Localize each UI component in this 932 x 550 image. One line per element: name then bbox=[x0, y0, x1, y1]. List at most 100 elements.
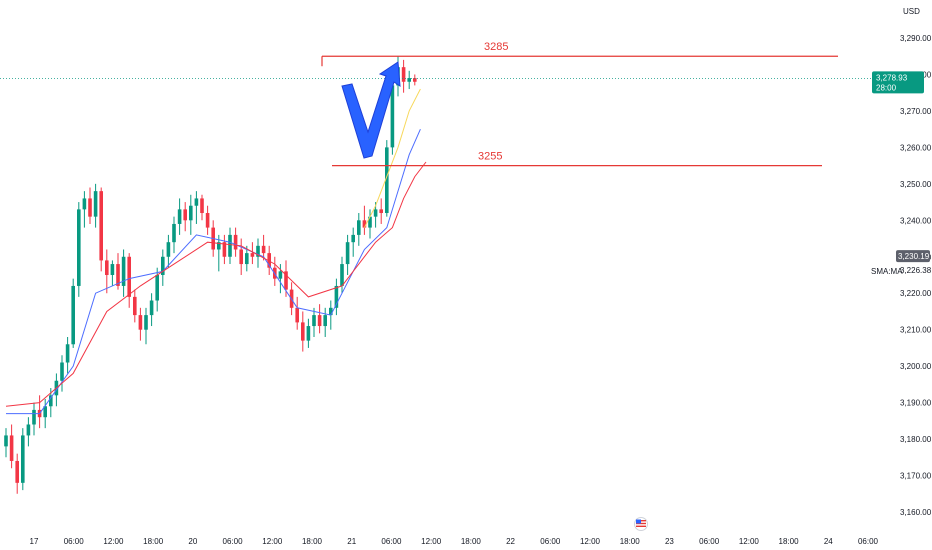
x-tick-label: 12:00 bbox=[580, 537, 601, 546]
candle-body bbox=[267, 253, 271, 268]
last-price-value: 3,278.93 bbox=[876, 73, 908, 82]
x-tick-label: 12:00 bbox=[103, 537, 124, 546]
us-flag-icon[interactable] bbox=[634, 517, 648, 531]
x-tick-label: 18:00 bbox=[461, 537, 482, 546]
candle bbox=[323, 307, 327, 337]
candle-body bbox=[21, 435, 25, 483]
candle-body bbox=[245, 253, 249, 265]
x-tick-label: 18:00 bbox=[302, 537, 323, 546]
candle bbox=[205, 205, 210, 235]
candle bbox=[77, 202, 81, 297]
candle bbox=[15, 453, 19, 494]
candle-body bbox=[368, 216, 372, 228]
candle bbox=[183, 202, 187, 232]
candle bbox=[93, 183, 98, 228]
candle-body bbox=[26, 424, 31, 436]
candle bbox=[172, 216, 176, 254]
candle bbox=[222, 234, 227, 265]
currency-label[interactable]: USD bbox=[903, 7, 920, 16]
candle bbox=[385, 140, 389, 217]
candle bbox=[60, 355, 64, 392]
candle-body bbox=[4, 435, 8, 447]
y-tick-label: 3,220.00 bbox=[900, 289, 932, 298]
y-tick-label: 3,210.00 bbox=[900, 326, 932, 335]
candle-body bbox=[317, 315, 322, 327]
candle bbox=[177, 198, 182, 235]
candle-body bbox=[301, 322, 305, 341]
candle bbox=[110, 260, 115, 286]
candle-body bbox=[205, 213, 210, 228]
candle bbox=[4, 428, 8, 458]
candle bbox=[71, 278, 75, 348]
candle bbox=[301, 311, 305, 352]
candle-body bbox=[284, 271, 288, 290]
x-tick-label: 06:00 bbox=[381, 537, 402, 546]
x-tick-label: 22 bbox=[506, 537, 515, 546]
candle-body bbox=[60, 362, 64, 381]
candle bbox=[413, 74, 417, 86]
candle bbox=[99, 187, 103, 272]
prev-close-badge[interactable] bbox=[896, 250, 930, 263]
candle bbox=[200, 194, 204, 221]
x-tick-label: 23 bbox=[665, 537, 674, 546]
y-tick-label: 3,200.00 bbox=[900, 362, 932, 371]
candle-body bbox=[105, 260, 109, 275]
candle-body bbox=[200, 198, 204, 214]
candle bbox=[228, 227, 232, 265]
candle bbox=[379, 198, 383, 224]
candle-body bbox=[121, 256, 126, 286]
candle-body bbox=[373, 209, 378, 217]
sma-mid-line bbox=[6, 128, 421, 415]
candle bbox=[161, 249, 165, 286]
candle bbox=[351, 227, 355, 257]
candle-body bbox=[82, 198, 87, 210]
candle-body bbox=[116, 264, 120, 286]
y-tick-label: 3,190.00 bbox=[900, 399, 932, 408]
candle-body bbox=[161, 256, 165, 275]
candle-body bbox=[312, 315, 316, 327]
candle bbox=[239, 238, 243, 275]
candle bbox=[21, 428, 25, 491]
candle bbox=[250, 242, 255, 265]
time-axis[interactable]: 17 06:00 12:00 18:00 20 06:00 12:00 18:00 21 06:0… bbox=[30, 537, 879, 546]
candle bbox=[9, 424, 14, 469]
candle-body bbox=[71, 285, 75, 345]
y-tick-label: 3,160.00 bbox=[900, 508, 932, 517]
candle bbox=[295, 296, 299, 330]
sma-fast-line bbox=[363, 88, 421, 228]
candle-body bbox=[217, 242, 221, 250]
candle-body bbox=[250, 253, 255, 257]
candle-body bbox=[362, 220, 367, 228]
candle bbox=[334, 278, 339, 316]
v-zigzag-arrow-icon[interactable] bbox=[341, 61, 401, 159]
level-label-3255: 3255 bbox=[478, 151, 502, 163]
price-axis[interactable]: 3,290.003,280.003,270.003,260.003,250.00… bbox=[871, 34, 932, 517]
candle-body bbox=[222, 242, 227, 257]
x-tick-label: 18:00 bbox=[779, 537, 800, 546]
candle-body bbox=[32, 409, 36, 425]
candle bbox=[194, 191, 199, 224]
x-tick-label: 06:00 bbox=[223, 537, 244, 546]
candle bbox=[256, 238, 260, 268]
candle bbox=[306, 318, 311, 348]
candle bbox=[368, 209, 372, 239]
last-price-badge[interactable] bbox=[872, 71, 924, 94]
prev-close-value: 3,230.19 bbox=[898, 252, 930, 261]
candle-body bbox=[49, 395, 53, 407]
arrow-shape[interactable] bbox=[341, 61, 401, 159]
candle bbox=[217, 234, 221, 272]
candle-body bbox=[88, 198, 92, 217]
candle bbox=[82, 191, 87, 228]
x-tick-label: 18:00 bbox=[620, 537, 641, 546]
horizontal-levels-group[interactable]: 3285 3255 bbox=[0, 41, 900, 167]
indicator-label: SMA:MA bbox=[871, 267, 903, 276]
candle-body bbox=[133, 296, 137, 316]
candle-body bbox=[149, 300, 154, 316]
y-tick-label: 3,290.00 bbox=[900, 34, 932, 43]
candle bbox=[189, 194, 193, 235]
candle-body bbox=[183, 209, 187, 221]
candle bbox=[401, 59, 406, 93]
candle-body bbox=[43, 406, 47, 418]
x-tick-label: 12:00 bbox=[739, 537, 760, 546]
